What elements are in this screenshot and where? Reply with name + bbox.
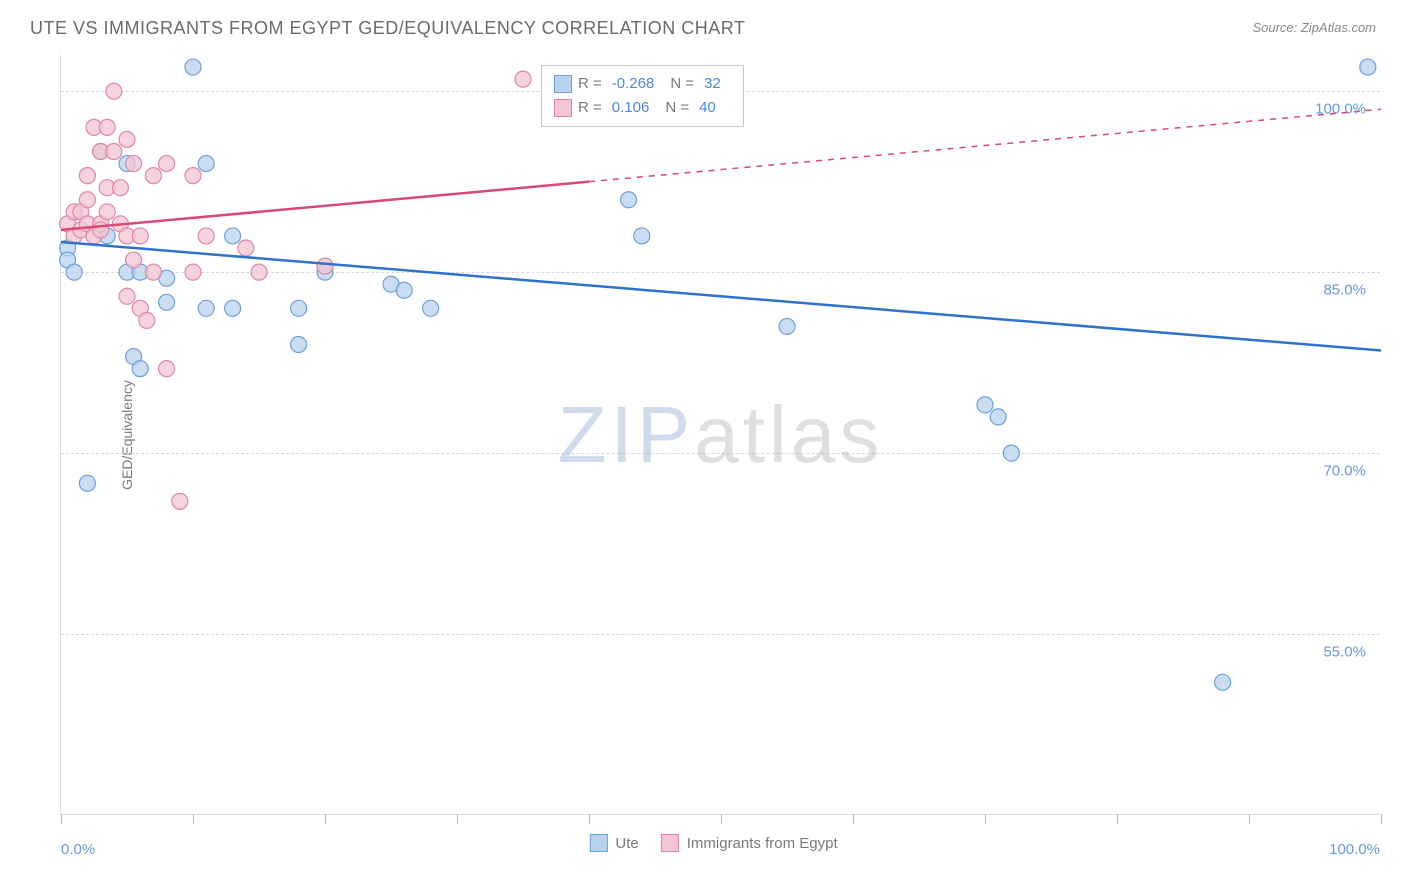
data-point bbox=[106, 83, 122, 99]
data-point bbox=[139, 312, 155, 328]
legend-r-value: 0.106 bbox=[612, 96, 650, 120]
data-point bbox=[112, 180, 128, 196]
x-tick bbox=[853, 814, 854, 824]
plot-area: 100.0%85.0%70.0%55.0% ZIPatlas R =-0.268… bbox=[60, 55, 1380, 815]
x-tick bbox=[1249, 814, 1250, 824]
legend-row: R = -0.268 N = 32 bbox=[554, 72, 731, 96]
legend-row: R = 0.106 N = 40 bbox=[554, 96, 731, 120]
data-point bbox=[185, 264, 201, 280]
data-point bbox=[126, 252, 142, 268]
data-point bbox=[172, 493, 188, 509]
data-point bbox=[291, 337, 307, 353]
data-point bbox=[145, 168, 161, 184]
x-tick bbox=[589, 814, 590, 824]
data-point bbox=[132, 361, 148, 377]
data-point bbox=[159, 156, 175, 172]
data-point bbox=[66, 264, 82, 280]
legend-r-label: R = bbox=[578, 72, 602, 96]
data-point bbox=[291, 300, 307, 316]
x-tick bbox=[457, 814, 458, 824]
x-tick bbox=[61, 814, 62, 824]
x-tick bbox=[1117, 814, 1118, 824]
legend-n-value: 32 bbox=[704, 72, 721, 96]
data-point bbox=[79, 192, 95, 208]
data-point bbox=[119, 288, 135, 304]
data-point bbox=[119, 131, 135, 147]
data-point bbox=[145, 264, 161, 280]
legend-r-value: -0.268 bbox=[612, 72, 655, 96]
chart-container: GED/Equivalency 100.0%85.0%70.0%55.0% ZI… bbox=[60, 55, 1380, 815]
data-point bbox=[1215, 674, 1231, 690]
legend-n-label: N = bbox=[665, 96, 689, 120]
legend-swatch bbox=[661, 834, 679, 852]
data-point bbox=[93, 222, 109, 238]
legend-swatch bbox=[554, 99, 572, 117]
x-axis-min-label: 0.0% bbox=[61, 841, 95, 858]
correlation-legend: R =-0.268N =32R =0.106N =40 bbox=[541, 65, 744, 127]
data-point bbox=[977, 397, 993, 413]
data-point bbox=[779, 318, 795, 334]
x-tick bbox=[721, 814, 722, 824]
data-point bbox=[126, 156, 142, 172]
x-axis-max-label: 100.0% bbox=[1329, 841, 1380, 858]
legend-r-label: R = bbox=[578, 96, 602, 120]
data-point bbox=[238, 240, 254, 256]
data-point bbox=[106, 144, 122, 160]
data-point bbox=[225, 300, 241, 316]
data-point bbox=[198, 156, 214, 172]
data-point bbox=[198, 228, 214, 244]
data-point bbox=[99, 119, 115, 135]
legend-swatch bbox=[589, 834, 607, 852]
chart-title: UTE VS IMMIGRANTS FROM EGYPT GED/EQUIVAL… bbox=[30, 18, 745, 39]
data-point bbox=[396, 282, 412, 298]
trend-line bbox=[61, 182, 589, 230]
data-point bbox=[515, 71, 531, 87]
legend-series-label: Ute bbox=[615, 835, 638, 852]
data-point bbox=[99, 204, 115, 220]
series-legend: Ute Immigrants from Egypt bbox=[589, 834, 851, 852]
data-point bbox=[159, 294, 175, 310]
x-tick bbox=[193, 814, 194, 824]
data-point bbox=[634, 228, 650, 244]
data-point bbox=[79, 475, 95, 491]
legend-n-value: 40 bbox=[699, 96, 716, 120]
trend-line bbox=[61, 242, 1381, 351]
data-point bbox=[225, 228, 241, 244]
data-point bbox=[317, 258, 333, 274]
data-point bbox=[1003, 445, 1019, 461]
data-point bbox=[621, 192, 637, 208]
legend-n-label: N = bbox=[670, 72, 694, 96]
source-label: Source: ZipAtlas.com bbox=[1252, 20, 1376, 35]
x-tick bbox=[325, 814, 326, 824]
legend-swatch bbox=[554, 75, 572, 93]
data-point bbox=[990, 409, 1006, 425]
data-point bbox=[185, 168, 201, 184]
legend-series-label: Immigrants from Egypt bbox=[687, 835, 838, 852]
x-tick bbox=[985, 814, 986, 824]
data-point bbox=[185, 59, 201, 75]
x-tick bbox=[1381, 814, 1382, 824]
data-point bbox=[1360, 59, 1376, 75]
data-point bbox=[251, 264, 267, 280]
scatter-svg bbox=[61, 55, 1380, 814]
data-point bbox=[79, 168, 95, 184]
data-point bbox=[132, 228, 148, 244]
data-point bbox=[159, 361, 175, 377]
data-point bbox=[198, 300, 214, 316]
data-point bbox=[423, 300, 439, 316]
